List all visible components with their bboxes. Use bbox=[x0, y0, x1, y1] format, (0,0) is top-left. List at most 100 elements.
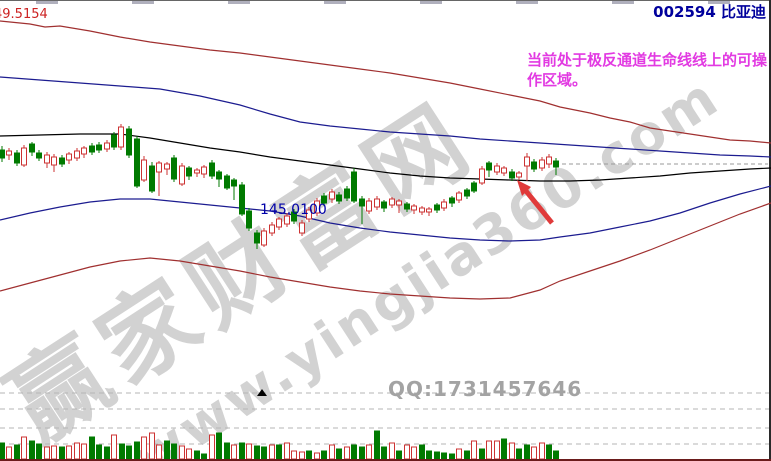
qq-contact-label: QQ:1731457646 bbox=[388, 377, 583, 401]
volume-bar bbox=[126, 445, 132, 460]
candle-body bbox=[59, 157, 65, 165]
candle-body bbox=[66, 153, 72, 161]
volume-bar bbox=[209, 434, 215, 460]
volume-bar bbox=[261, 446, 267, 460]
candle-body bbox=[239, 184, 245, 215]
lower-blue-line bbox=[0, 185, 771, 242]
candle-body bbox=[36, 152, 42, 159]
volume-bar bbox=[479, 448, 485, 460]
volume-bar bbox=[201, 453, 207, 460]
candle-body bbox=[201, 166, 207, 175]
volume-bar bbox=[344, 446, 350, 460]
volume-bar bbox=[359, 446, 365, 460]
volume-bar bbox=[239, 442, 245, 460]
volume-bar bbox=[164, 440, 170, 460]
candle-body bbox=[118, 126, 124, 148]
volume-bar bbox=[246, 443, 252, 460]
candle-body bbox=[194, 169, 200, 174]
volume-bar bbox=[254, 445, 260, 460]
volume-bar bbox=[51, 445, 57, 460]
candle-body bbox=[486, 162, 492, 171]
volume-bar bbox=[81, 443, 87, 460]
candle-body bbox=[404, 203, 410, 210]
candle-body bbox=[516, 172, 522, 178]
candle-body bbox=[104, 142, 110, 150]
volume-bar bbox=[284, 442, 290, 460]
candle-body bbox=[329, 191, 335, 200]
volume-bar bbox=[0, 442, 5, 460]
analysis-annotation: 当前处于极反通道生命线线上的可操作区域。 bbox=[527, 51, 768, 89]
volume-bar bbox=[314, 452, 320, 460]
candle-body bbox=[501, 167, 507, 174]
candle-body bbox=[374, 198, 380, 208]
volume-bar bbox=[224, 442, 230, 460]
candle-body bbox=[471, 182, 477, 192]
candle-body bbox=[81, 147, 87, 155]
volume-bar bbox=[486, 440, 492, 460]
candle-body bbox=[14, 152, 20, 164]
candle-body bbox=[126, 128, 132, 156]
volume-bar bbox=[89, 436, 95, 460]
candle-body bbox=[164, 163, 170, 170]
volume-bar bbox=[411, 446, 417, 460]
volume-bar bbox=[441, 452, 447, 460]
volume-bar bbox=[171, 443, 177, 460]
volume-bar bbox=[134, 441, 140, 460]
candle-body bbox=[269, 224, 275, 234]
volume-bar bbox=[449, 453, 455, 460]
candle-body bbox=[441, 201, 447, 209]
volume-bar bbox=[141, 436, 147, 460]
candle-body bbox=[366, 200, 372, 212]
candle-body bbox=[171, 157, 177, 180]
life-line-black-line bbox=[0, 133, 771, 182]
triangle-marker-icon bbox=[257, 389, 267, 396]
candle-body bbox=[336, 194, 342, 202]
volume-bar bbox=[524, 444, 530, 460]
candle-body bbox=[479, 168, 485, 184]
volume-bar bbox=[149, 432, 155, 460]
volume-bar bbox=[336, 448, 342, 460]
volume-bar bbox=[66, 445, 72, 460]
volume-bar bbox=[501, 438, 507, 460]
candle-body bbox=[321, 195, 327, 204]
candle-body bbox=[494, 165, 500, 173]
channel-price-label: 145.0100 bbox=[260, 202, 327, 218]
candle-body bbox=[539, 159, 545, 169]
volume-bar bbox=[194, 450, 200, 460]
volume-bar bbox=[216, 432, 222, 460]
volume-bar bbox=[29, 440, 35, 460]
volume-bar bbox=[36, 443, 42, 460]
volume-bar bbox=[231, 444, 237, 460]
volume-bar bbox=[419, 444, 425, 460]
volume-bar bbox=[179, 445, 185, 460]
volume-bar bbox=[329, 444, 335, 460]
volume-bar bbox=[119, 443, 125, 460]
candle-body bbox=[411, 205, 417, 211]
volume-bar bbox=[186, 448, 192, 460]
volume-bar bbox=[509, 442, 515, 460]
volume-bar bbox=[276, 444, 282, 460]
candle-body bbox=[246, 210, 252, 229]
volume-bar bbox=[381, 446, 387, 460]
volume-bar bbox=[44, 446, 50, 460]
volume-bar bbox=[516, 448, 522, 460]
candle-body bbox=[261, 230, 267, 246]
candle-body bbox=[464, 189, 470, 197]
candle-body bbox=[344, 188, 350, 199]
candle-body bbox=[74, 150, 80, 159]
volume-bar bbox=[299, 451, 305, 460]
volume-bar bbox=[464, 450, 470, 460]
candle-body bbox=[396, 200, 402, 206]
candle-body bbox=[456, 192, 462, 201]
candle-body bbox=[51, 156, 57, 166]
candle-body bbox=[299, 222, 305, 234]
volume-bar bbox=[546, 444, 552, 460]
volume-bar bbox=[321, 450, 327, 460]
volume-bar bbox=[494, 440, 500, 460]
candle-body bbox=[381, 201, 387, 209]
volume-bar bbox=[111, 434, 117, 460]
lower-extreme-red-line bbox=[0, 202, 771, 300]
candle-body bbox=[216, 171, 222, 180]
volume-bar bbox=[96, 444, 102, 460]
